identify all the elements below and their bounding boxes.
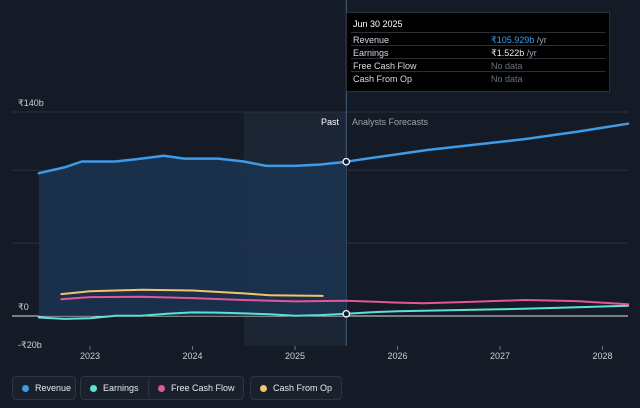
revenue-highlight-point <box>342 157 351 166</box>
tooltip-label: Revenue <box>353 35 390 45</box>
tooltip-date: Jun 30 2025 <box>353 19 403 29</box>
x-tick-label: 2026 <box>387 351 407 361</box>
legend-cash-from-op[interactable]: Cash From Op <box>250 376 342 400</box>
revenue-dot-icon <box>22 385 29 392</box>
legend-free-cash-flow[interactable]: Free Cash Flow <box>148 376 244 400</box>
cash-from-op-line <box>60 288 324 297</box>
series-lines <box>37 122 630 320</box>
revenue-past-area <box>38 155 347 316</box>
fcf-dot-icon <box>158 385 165 392</box>
tooltip-value-cfo: No data <box>491 74 523 84</box>
forecast-label: Analysts Forecasts <box>352 117 429 127</box>
tooltip-label: Free Cash Flow <box>353 61 417 71</box>
x-tick-label: 2028 <box>592 351 612 361</box>
legend-label: Revenue <box>35 383 72 393</box>
highlight-points <box>342 157 351 318</box>
section-labels: Past Analysts Forecasts <box>321 117 429 127</box>
legend-label: Free Cash Flow <box>171 383 235 393</box>
earnings-line <box>37 304 630 320</box>
legend-earnings[interactable]: Earnings <box>80 376 156 400</box>
tooltip-value-revenue: ₹105.929b /yr <box>491 35 547 45</box>
tooltip-row-revenue: Revenue ₹105.929b /yr <box>351 32 605 46</box>
free-cash-flow-line <box>60 295 630 306</box>
tooltip-row-cfo: Cash From Op No data <box>351 71 605 85</box>
y-tick-label: -₹20b <box>18 340 42 350</box>
x-tick-label: 2024 <box>182 351 202 361</box>
past-label: Past <box>321 117 340 127</box>
tooltip-row-earnings: Earnings ₹1.522b /yr <box>351 45 605 59</box>
y-tick-label: ₹0 <box>18 302 29 312</box>
cfo-dot-icon <box>260 385 267 392</box>
earnings-dot-icon <box>90 385 97 392</box>
tooltip-label: Earnings <box>353 48 389 58</box>
legend-revenue[interactable]: Revenue <box>12 376 76 400</box>
data-tooltip: Jun 30 2025 Revenue ₹105.929b /yr Earnin… <box>346 12 610 92</box>
revenue-line <box>37 122 630 175</box>
y-axis-labels: ₹140b ₹0 -₹20b <box>18 98 44 350</box>
tooltip-value-fcf: No data <box>491 61 523 71</box>
x-axis-labels: 2023 2024 2025 2026 2027 2028 <box>80 346 613 361</box>
earnings-highlight-point <box>342 309 351 318</box>
x-tick-label: 2025 <box>285 351 305 361</box>
x-tick-label: 2023 <box>80 351 100 361</box>
legend-label: Earnings <box>103 383 139 393</box>
tooltip-row-fcf: Free Cash Flow No data <box>351 58 605 72</box>
y-tick-label: ₹140b <box>18 98 44 108</box>
legend-label: Cash From Op <box>273 383 333 393</box>
revenue-area <box>38 155 347 316</box>
x-tick-label: 2027 <box>490 351 510 361</box>
tooltip-value-earnings: ₹1.522b /yr <box>491 48 537 58</box>
tooltip-label: Cash From Op <box>353 74 413 84</box>
